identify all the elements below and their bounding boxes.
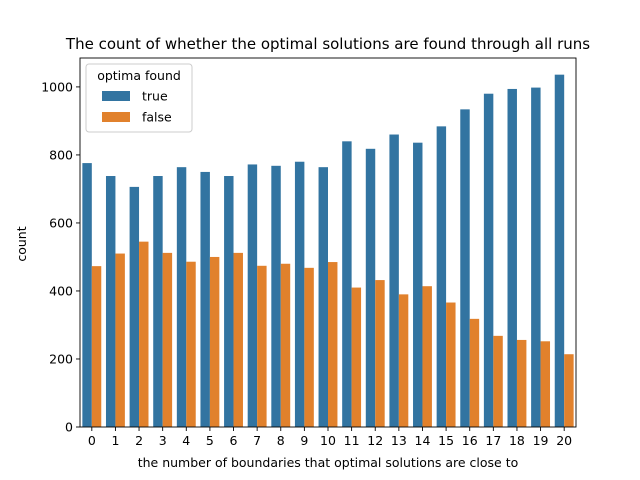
y-tick-label: 1000 xyxy=(41,79,73,94)
legend: optima found true false xyxy=(85,63,193,133)
bar-true-12 xyxy=(365,148,376,427)
x-tick-label: 9 xyxy=(300,433,308,448)
x-tick-label: 2 xyxy=(135,433,143,448)
bar-true-7 xyxy=(247,164,258,427)
bar-false-1 xyxy=(115,253,125,427)
x-tick-label: 3 xyxy=(159,433,167,448)
legend-label-false: false xyxy=(142,110,172,125)
y-tick-label: 0 xyxy=(65,420,73,435)
bar-false-0 xyxy=(91,266,102,427)
bar-true-6 xyxy=(224,176,234,427)
x-tick-label: 0 xyxy=(88,433,96,448)
bar-true-1 xyxy=(105,176,116,427)
x-tick-label: 13 xyxy=(391,433,407,448)
bar-true-16 xyxy=(460,109,470,428)
x-tick-label: 20 xyxy=(556,433,572,448)
y-axis-label: count xyxy=(14,226,29,261)
bar-true-5 xyxy=(200,171,210,427)
y-tick-label: 600 xyxy=(49,215,73,230)
bar-true-3 xyxy=(153,176,163,427)
bar-true-4 xyxy=(176,167,187,427)
x-tick-label: 10 xyxy=(320,433,336,448)
bar-true-20 xyxy=(554,74,565,427)
bar-true-14 xyxy=(413,142,423,427)
bar-true-8 xyxy=(271,165,281,428)
bar-false-5 xyxy=(209,256,220,427)
x-tick-label: 1 xyxy=(111,433,119,448)
legend-title: optima found xyxy=(97,68,181,83)
y-tick-label: 800 xyxy=(49,147,73,162)
bar-false-7 xyxy=(257,265,267,427)
bar-true-9 xyxy=(294,161,305,428)
x-tick-label: 6 xyxy=(230,433,238,448)
bar-false-2 xyxy=(139,241,149,427)
bar-false-20 xyxy=(564,354,574,427)
x-tick-label: 18 xyxy=(509,433,525,448)
bar-false-9 xyxy=(304,267,314,427)
bar-false-14 xyxy=(422,286,432,427)
bar-false-8 xyxy=(280,263,291,427)
legend-label-true: true xyxy=(142,89,168,104)
legend-swatch-true xyxy=(102,91,130,101)
bar-true-18 xyxy=(507,88,517,427)
bar-true-19 xyxy=(531,87,541,428)
bar-false-19 xyxy=(540,341,551,427)
bar-true-11 xyxy=(342,141,352,428)
bar-true-13 xyxy=(389,134,399,427)
x-axis-label: the number of boundaries that optimal so… xyxy=(138,455,519,470)
bar-false-15 xyxy=(446,302,456,427)
bar-false-10 xyxy=(328,262,338,427)
bar-false-17 xyxy=(493,335,503,427)
x-tick-label: 12 xyxy=(367,433,383,448)
x-tick-label: 14 xyxy=(415,433,431,448)
bar-true-0 xyxy=(82,163,92,427)
bar-false-4 xyxy=(186,261,196,427)
bars-layer xyxy=(82,74,574,428)
x-tick-label: 8 xyxy=(277,433,285,448)
bar-false-6 xyxy=(233,252,243,427)
bar-true-10 xyxy=(318,167,328,427)
bar-false-11 xyxy=(351,287,362,427)
x-tick-label: 19 xyxy=(533,433,549,448)
bar-true-17 xyxy=(483,93,494,427)
bar-false-12 xyxy=(375,280,385,427)
y-tick-label: 200 xyxy=(49,351,73,366)
chart-title: The count of whether the optimal solutio… xyxy=(65,35,590,53)
bar-false-13 xyxy=(398,294,409,427)
legend-swatch-false xyxy=(102,112,130,122)
x-tick-label: 16 xyxy=(462,433,478,448)
bar-true-15 xyxy=(436,126,447,428)
x-tick-label: 5 xyxy=(206,433,214,448)
x-tick-label: 7 xyxy=(253,433,261,448)
x-tick-label: 15 xyxy=(438,433,454,448)
x-tick-label: 17 xyxy=(485,433,501,448)
bar-true-2 xyxy=(129,186,140,427)
bar-false-3 xyxy=(162,252,173,427)
bar-false-16 xyxy=(469,318,480,427)
y-tick-label: 400 xyxy=(49,283,73,298)
x-tick-label: 11 xyxy=(344,433,360,448)
bar-false-18 xyxy=(516,339,527,427)
x-tick-label: 4 xyxy=(182,433,190,448)
